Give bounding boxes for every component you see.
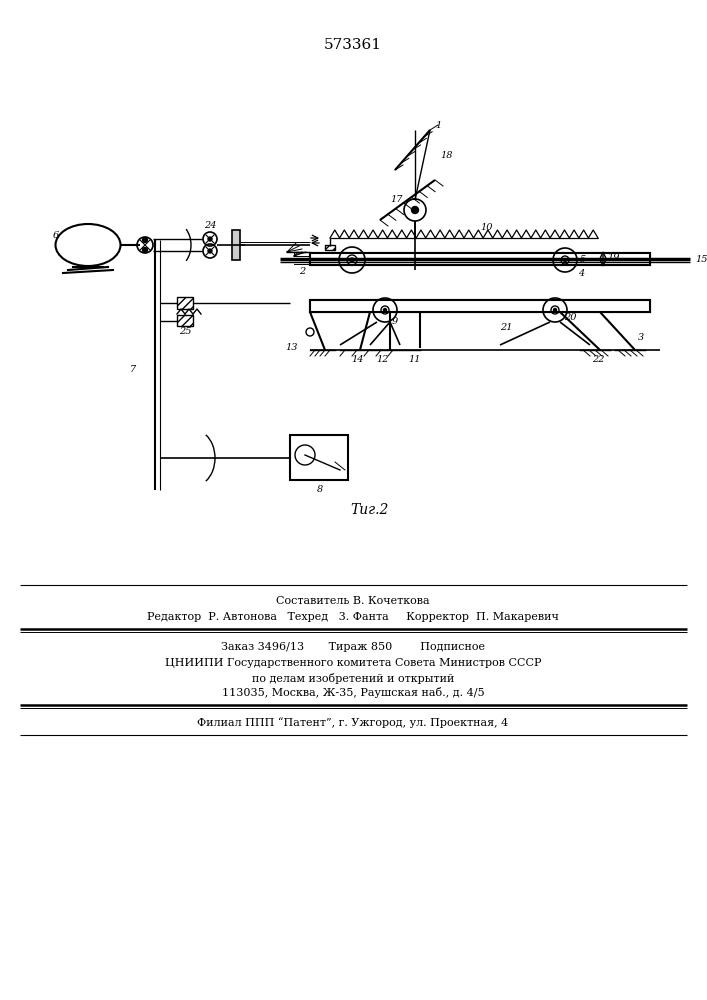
Bar: [310, 253, 650, 265]
Bar: [530, 300, 620, 312]
Text: Составитель В. Кочеткова: Составитель В. Кочеткова: [276, 596, 430, 606]
Bar: [177, 315, 193, 326]
Text: 25: 25: [179, 328, 192, 336]
Text: 15: 15: [695, 255, 707, 264]
Circle shape: [554, 308, 556, 312]
Bar: [232, 230, 240, 260]
Text: 5: 5: [580, 255, 586, 264]
Text: 9: 9: [392, 318, 398, 326]
Circle shape: [143, 237, 148, 242]
Text: 8: 8: [317, 486, 323, 494]
Text: 17: 17: [390, 196, 403, 205]
Ellipse shape: [56, 224, 120, 266]
Circle shape: [208, 249, 212, 253]
Circle shape: [411, 207, 419, 214]
Bar: [177, 297, 193, 309]
Text: 21: 21: [500, 324, 513, 332]
Circle shape: [143, 247, 148, 252]
Bar: [310, 300, 400, 312]
Text: 4: 4: [578, 269, 584, 278]
Text: Τиг.2: Τиг.2: [351, 503, 389, 517]
Circle shape: [350, 258, 354, 262]
Text: 1: 1: [435, 120, 441, 129]
Bar: [310, 253, 650, 265]
Text: Редактор  Р. Автонова   Техред   3. Фанта     Корректор  П. Макаревич: Редактор Р. Автонова Техред 3. Фанта Кор…: [147, 612, 559, 622]
Text: ЦНИИПИ Государственного комитета Совета Министров СССР: ЦНИИПИ Государственного комитета Совета …: [165, 658, 542, 668]
Text: 113035, Москва, Ж-35, Раушская наб., д. 4/5: 113035, Москва, Ж-35, Раушская наб., д. …: [222, 688, 484, 698]
Circle shape: [208, 237, 212, 241]
Circle shape: [563, 258, 566, 261]
Text: 573361: 573361: [324, 38, 382, 52]
Text: 13: 13: [286, 344, 298, 353]
Text: Заказ 3496/13       Тираж 850        Подписное: Заказ 3496/13 Тираж 850 Подписное: [221, 642, 485, 652]
Bar: [310, 300, 650, 312]
Text: 7: 7: [130, 365, 136, 374]
Text: 18: 18: [440, 150, 452, 159]
Text: 14: 14: [352, 356, 364, 364]
Bar: [325, 245, 335, 250]
Text: 10: 10: [480, 224, 493, 232]
Text: по делам изобретений и открытий: по делам изобретений и открытий: [252, 672, 454, 684]
Text: 24: 24: [204, 221, 216, 230]
Text: Филиал ППП “Патент”, г. Ужгород, ул. Проектная, 4: Филиал ППП “Патент”, г. Ужгород, ул. Про…: [197, 718, 508, 728]
Bar: [530, 253, 620, 265]
Text: 19: 19: [607, 253, 619, 262]
Text: 22: 22: [592, 356, 604, 364]
Bar: [310, 300, 650, 312]
Bar: [310, 253, 400, 265]
Text: 2: 2: [299, 267, 305, 276]
Bar: [290, 435, 348, 480]
Text: 3: 3: [638, 334, 644, 342]
Text: 11: 11: [409, 356, 421, 364]
Circle shape: [383, 308, 387, 312]
Text: 12: 12: [377, 356, 390, 364]
Text: 20: 20: [564, 314, 576, 322]
Text: 6: 6: [53, 231, 59, 239]
